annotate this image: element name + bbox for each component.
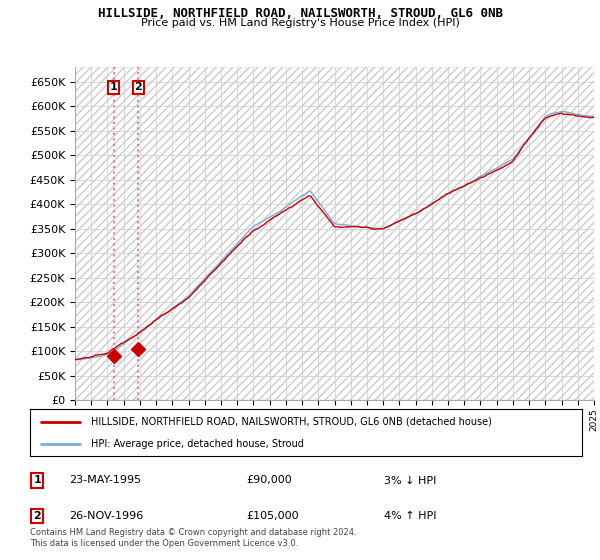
Text: 2: 2 [34, 511, 41, 521]
Text: 1: 1 [34, 475, 41, 486]
Text: 23-MAY-1995: 23-MAY-1995 [69, 475, 141, 486]
Text: 3% ↓ HPI: 3% ↓ HPI [384, 475, 436, 486]
Text: 4% ↑ HPI: 4% ↑ HPI [384, 511, 437, 521]
Text: 26-NOV-1996: 26-NOV-1996 [69, 511, 143, 521]
Text: HILLSIDE, NORTHFIELD ROAD, NAILSWORTH, STROUD, GL6 0NB: HILLSIDE, NORTHFIELD ROAD, NAILSWORTH, S… [97, 7, 503, 20]
Bar [137, 67, 140, 400]
Text: 2: 2 [134, 82, 142, 92]
Text: HILLSIDE, NORTHFIELD ROAD, NAILSWORTH, STROUD, GL6 0NB (detached house): HILLSIDE, NORTHFIELD ROAD, NAILSWORTH, S… [91, 417, 491, 427]
Text: HPI: Average price, detached house, Stroud: HPI: Average price, detached house, Stro… [91, 438, 304, 449]
Text: £105,000: £105,000 [246, 511, 299, 521]
Text: Price paid vs. HM Land Registry's House Price Index (HPI): Price paid vs. HM Land Registry's House … [140, 18, 460, 29]
Text: £90,000: £90,000 [246, 475, 292, 486]
Text: Contains HM Land Registry data © Crown copyright and database right 2024.
This d: Contains HM Land Registry data © Crown c… [30, 528, 356, 548]
Text: 1: 1 [110, 82, 118, 92]
